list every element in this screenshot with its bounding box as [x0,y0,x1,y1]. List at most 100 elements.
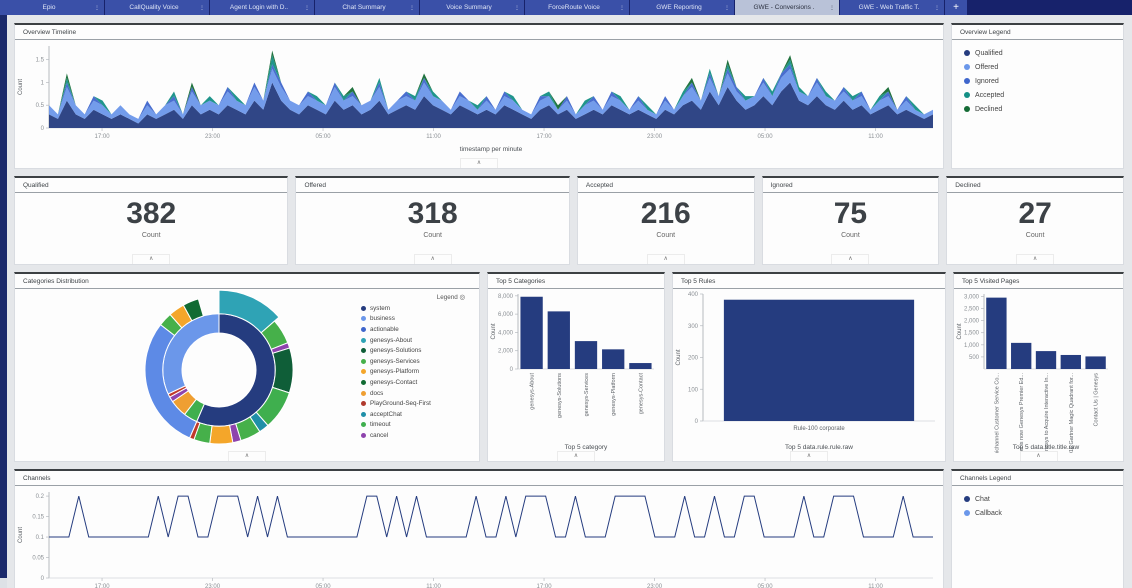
tab-menu-icon[interactable]: ⋮ [514,5,520,11]
svg-text:05:00: 05:00 [316,584,332,588]
svg-text:0.5: 0.5 [36,103,45,109]
legend-item-system[interactable]: system [355,303,467,314]
collapse-chevron[interactable]: ∧ [1016,254,1055,264]
collapse-chevron[interactable]: ∧ [557,451,595,461]
metric-value: 318 [407,197,458,230]
svg-text:genesys-About: genesys-About [530,373,536,410]
top5-categories-chart[interactable]: 0 2,000 4,000 6,000 8,000 Count genesys-About g… [488,289,662,453]
legend-item-business[interactable]: business [355,314,467,325]
legend-dot [964,510,970,516]
panel-metric-qualified: Qualified 382 Count ∧ [14,176,289,265]
tab-gwe-conversions[interactable]: GWE - Conversions . ⋮ [735,0,839,15]
panel-title: Offered [296,178,569,193]
svg-text:1.5: 1.5 [36,58,45,64]
legend-item-offered[interactable]: Offered [956,60,1119,74]
tab-menu-icon[interactable]: ⋮ [724,5,730,11]
legend-item-genesys-contact[interactable]: genesys-Contact [355,377,467,388]
legend-item-chat[interactable]: Chat [956,492,1119,506]
collapse-chevron[interactable]: ∧ [646,254,685,264]
legend-item-acceptchat[interactable]: acceptChat [355,409,467,420]
svg-text:05:00: 05:00 [316,134,332,140]
legend-item-accepted[interactable]: Accepted [956,88,1119,102]
svg-text:0: 0 [41,576,45,582]
collapse-chevron[interactable]: ∧ [460,158,498,168]
legend-dot [964,496,970,502]
collapse-chevron[interactable]: ∧ [413,254,452,264]
legend-dot [361,369,366,375]
tab-menu-icon[interactable]: ⋮ [619,5,625,11]
overview-legend-list: Qualified Offered Ignored Accepted Decli… [952,40,1123,122]
tab-voice-summary[interactable]: Voice Summary ⋮ [420,0,524,15]
collapse-chevron[interactable]: ∧ [1019,451,1058,461]
legend-item-cancel[interactable]: cancel [355,430,467,441]
tab-menu-icon[interactable]: ⋮ [94,5,100,11]
svg-text:400: 400 [688,292,699,298]
legend-dot [361,316,366,322]
legend-dot [964,64,970,70]
legend-dot [964,50,970,56]
add-tab-button[interactable]: + [945,0,967,15]
dashboard-content: Overview Timeline 0 0.5 1 1.5 Count 17:00 23:0… [9,15,1132,588]
svg-text:11:00: 11:00 [426,134,441,140]
svg-text:6,000: 6,000 [498,312,514,318]
top5-rules-chart[interactable]: 0 100 200 300 400 Count Rule-100 corporate Top … [673,289,943,453]
panel-metric-ignored: Ignored 75 Count ∧ [761,176,940,265]
legend-item-genesys-platform[interactable]: genesys-Platform [355,367,467,378]
svg-text:Count: Count [18,527,24,543]
collapse-chevron[interactable]: ∧ [228,451,266,461]
svg-text:Omnichannel Customer Service C: Omnichannel Customer Service Co... [994,373,1000,453]
tab-callquality-voice[interactable]: CallQuality Voice ⋮ [105,0,209,15]
svg-text:17:00: 17:00 [537,584,553,588]
legend-dot [361,432,366,438]
svg-text:0.1: 0.1 [36,535,45,541]
svg-text:Genesys to Acquire Interactive: Genesys to Acquire Interactive In... [1044,373,1050,453]
legend-item-playground-seq-first[interactable]: PlayGround-Seq-First [355,398,467,409]
collapse-chevron[interactable]: ∧ [132,254,171,264]
tab-epio[interactable]: Epio ⋮ [0,0,104,15]
tab-forceroute-voice[interactable]: ForceRoute Voice ⋮ [525,0,629,15]
svg-text:2,500: 2,500 [964,307,980,313]
tab-chat-summary[interactable]: Chat Summary ⋮ [315,0,419,15]
panel-title: Ignored [762,178,939,193]
legend-toggle-icon[interactable]: ◎ [459,294,466,301]
legend-item-callback[interactable]: Callback [956,506,1119,520]
metric-value: 27 [1018,197,1052,230]
legend-item-timeout[interactable]: timeout [355,420,467,431]
tab-menu-icon[interactable]: ⋮ [199,5,205,11]
panel-title: Overview Legend [952,25,1123,40]
legend-item-genesys-about[interactable]: genesys-About [355,335,467,346]
legend-item-docs[interactable]: docs [355,388,467,399]
tab-agent-login[interactable]: Agent Login with D.. ⋮ [210,0,314,15]
tab-menu-icon[interactable]: ⋮ [304,5,310,11]
left-sidebar-strip [0,15,7,578]
top5-visited-pages-chart[interactable]: 500 1,000 1,500 2,000 2,500 3,000 Count Omnicha… [954,289,1116,453]
legend-dot [361,305,366,311]
legend-item-genesys-services[interactable]: genesys-Services [355,356,467,367]
legend-item-qualified[interactable]: Qualified [956,46,1119,60]
legend-item-declined[interactable]: Declined [956,102,1119,116]
legend-item-genesys-solutions[interactable]: genesys-Solutions [355,345,467,356]
tab-menu-icon[interactable]: ⋮ [934,5,940,11]
metric-value: 382 [126,197,177,230]
channels-chart[interactable]: 0 0.05 0.1 0.15 0.2 Count 17:00 23:00 05:00 11:00… [15,486,941,588]
legend-dot [361,358,366,364]
tab-menu-icon[interactable]: ⋮ [409,5,415,11]
tab-gwe-web-traffic[interactable]: GWE - Web Traffic T. ⋮ [840,0,944,15]
legend-item-ignored[interactable]: Ignored [956,74,1119,88]
collapse-chevron[interactable]: ∧ [790,451,828,461]
svg-text:Count: Count [676,349,682,365]
panel-title: Declined [947,178,1123,193]
legend-header-label: Legend [436,294,458,301]
legend-dot [964,92,970,98]
svg-text:Contact Us | Genesys: Contact Us | Genesys [1094,373,1100,427]
metric-label: Count [141,232,161,239]
panel-title: Top 5 Visited Pages [954,274,1123,289]
legend-item-actionable[interactable]: actionable [355,324,467,335]
tab-menu-icon[interactable]: ⋮ [829,5,835,11]
svg-text:0: 0 [41,126,45,132]
tab-gwe-reporting[interactable]: GWE Reporting ⋮ [630,0,734,15]
svg-text:0.2: 0.2 [36,494,45,500]
overview-timeline-chart[interactable]: 0 0.5 1 1.5 Count 17:00 23:00 05:00 11:00 17:00 23… [15,40,941,154]
collapse-chevron[interactable]: ∧ [831,254,870,264]
categories-sunburst-chart[interactable] [15,289,355,451]
